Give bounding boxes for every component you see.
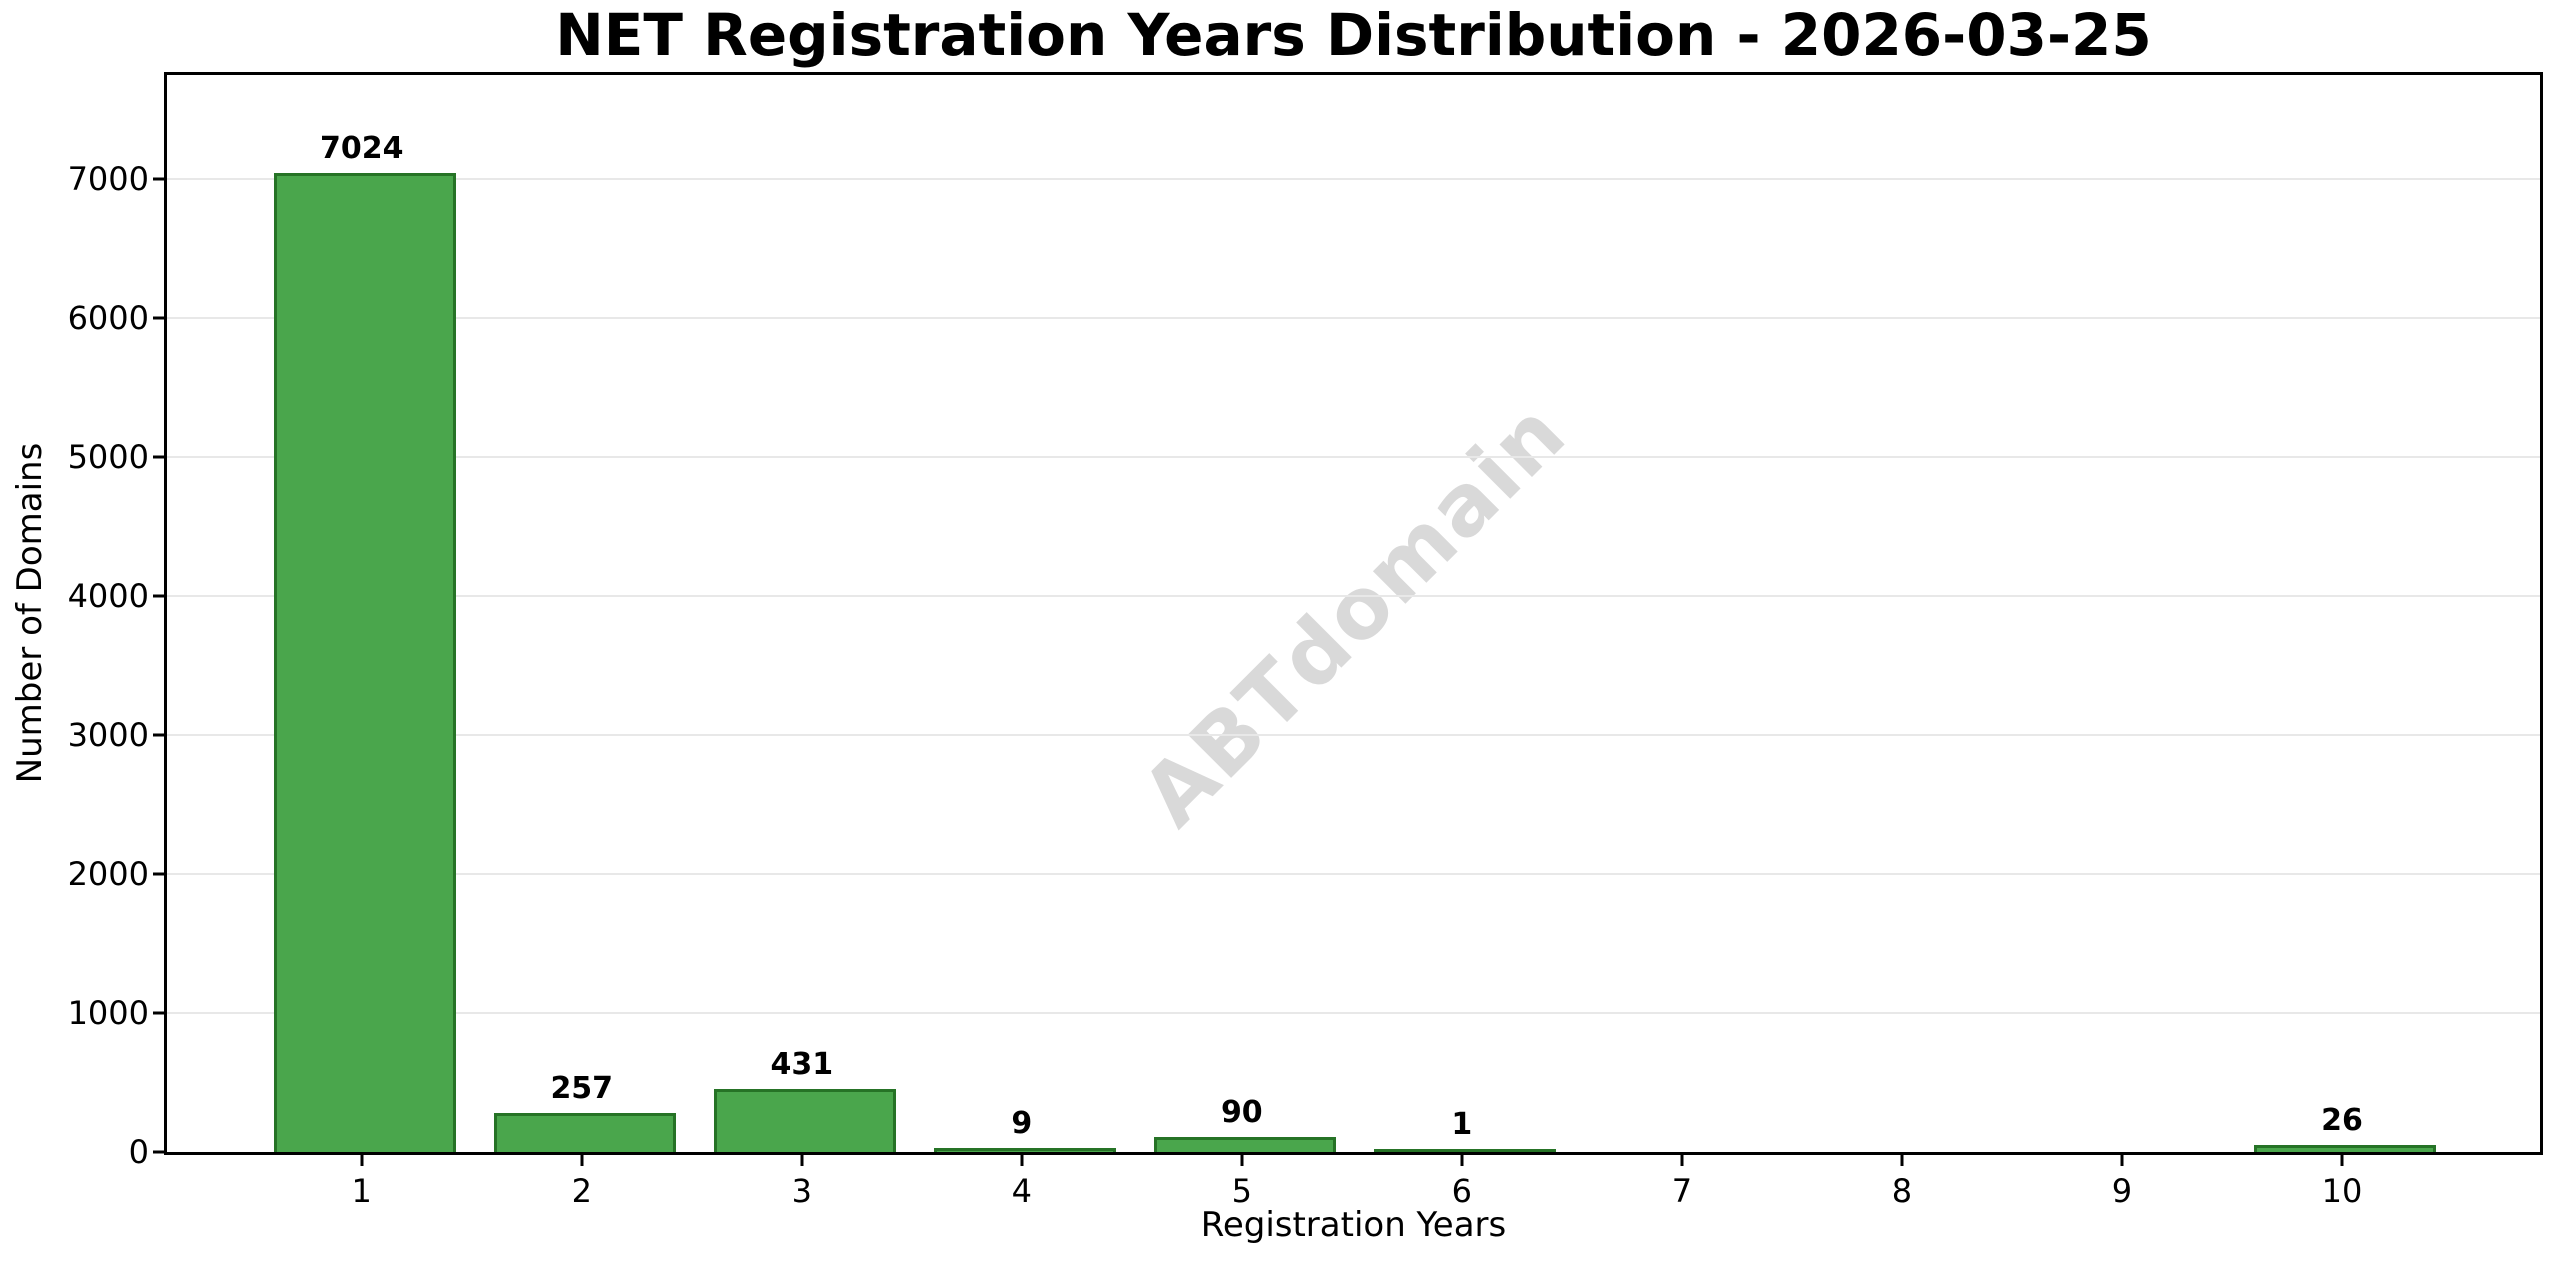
- y-tick-label: 7000: [67, 160, 149, 199]
- gridline: [167, 595, 2540, 598]
- chart-title: NET Registration Years Distribution - 20…: [555, 1, 2152, 69]
- gridline: [167, 178, 2540, 181]
- x-tick-mark: [1020, 1152, 1024, 1166]
- x-tick-mark: [1460, 1152, 1464, 1166]
- y-tick-label: 2000: [67, 855, 149, 894]
- y-tick-label: 6000: [67, 299, 149, 338]
- y-tick-mark: [153, 316, 167, 320]
- gridline: [167, 734, 2540, 737]
- bar-value-label: 90: [1220, 1094, 1263, 1130]
- x-tick-mark: [1680, 1152, 1684, 1166]
- x-tick-mark: [1240, 1152, 1244, 1166]
- bar-value-label: 431: [770, 1047, 834, 1083]
- x-tick-mark: [2340, 1152, 2344, 1166]
- bar-value-label: 7024: [319, 130, 404, 166]
- x-tick-label: 2: [571, 1172, 592, 1210]
- bar-value-label: 9: [1011, 1105, 1033, 1141]
- bar: [933, 1147, 1116, 1152]
- gridline: [167, 873, 2540, 876]
- bar: [1373, 1148, 1556, 1152]
- x-tick-mark: [360, 1152, 364, 1166]
- bar-value-label: 257: [550, 1071, 614, 1107]
- y-tick-label: 0: [128, 1133, 149, 1171]
- y-tick-mark: [153, 872, 167, 876]
- bar: [493, 1113, 676, 1152]
- y-tick-mark: [153, 455, 167, 459]
- y-tick-mark: [153, 594, 167, 598]
- x-tick-label: 4: [1011, 1172, 1032, 1210]
- watermark-text: ABTdomain: [1122, 382, 1585, 845]
- x-tick-label: 3: [791, 1172, 812, 1210]
- x-tick-label: 1: [351, 1172, 372, 1210]
- x-tick-label: 9: [2111, 1172, 2133, 1210]
- y-tick-mark: [153, 1150, 167, 1154]
- x-tick-label: 6: [1451, 1172, 1473, 1210]
- y-tick-label: 4000: [67, 577, 149, 616]
- y-tick-label: 5000: [67, 438, 149, 477]
- y-tick-mark: [153, 177, 167, 181]
- y-tick-label: 3000: [67, 716, 149, 755]
- bar: [2253, 1145, 2436, 1152]
- bar: [1153, 1136, 1336, 1152]
- x-tick-label: 8: [1891, 1172, 1913, 1210]
- y-tick-mark: [153, 733, 167, 737]
- x-axis-label: Registration Years: [1200, 1205, 1507, 1245]
- y-tick-label: 1000: [67, 994, 149, 1033]
- gridline: [167, 317, 2540, 320]
- x-tick-mark: [1900, 1152, 1904, 1166]
- x-tick-mark: [2120, 1152, 2124, 1166]
- x-tick-label: 10: [2321, 1172, 2363, 1210]
- bar: [273, 172, 456, 1152]
- plot-area: ABTdomain 0 1000 2000 3000 4000 5000 6000 7000 1…: [68, 72, 2543, 1210]
- y-tick-mark: [153, 1011, 167, 1015]
- gridline: [167, 1012, 2540, 1015]
- bar-value-label: 1: [1451, 1106, 1473, 1142]
- x-tick-label: 5: [1231, 1172, 1252, 1210]
- y-axis-label: Number of Domains: [10, 442, 50, 784]
- bar: [713, 1089, 896, 1152]
- x-tick-mark: [580, 1152, 584, 1166]
- bar-value-label: 26: [2321, 1103, 2363, 1139]
- x-tick-label: 7: [1671, 1172, 1693, 1210]
- gridline: [167, 456, 2540, 459]
- x-tick-mark: [800, 1152, 804, 1166]
